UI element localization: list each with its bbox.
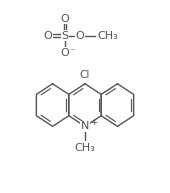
Text: ⁻: ⁻ [69, 47, 74, 57]
Text: N: N [81, 121, 89, 131]
Text: O: O [61, 14, 69, 24]
Text: +: + [90, 118, 97, 127]
Text: O: O [61, 48, 69, 58]
Text: O: O [44, 31, 53, 41]
Text: Cl: Cl [80, 70, 90, 80]
Text: CH₃: CH₃ [98, 31, 118, 41]
Text: O: O [76, 31, 84, 41]
Text: CH₃: CH₃ [75, 143, 95, 153]
Text: S: S [61, 31, 69, 41]
